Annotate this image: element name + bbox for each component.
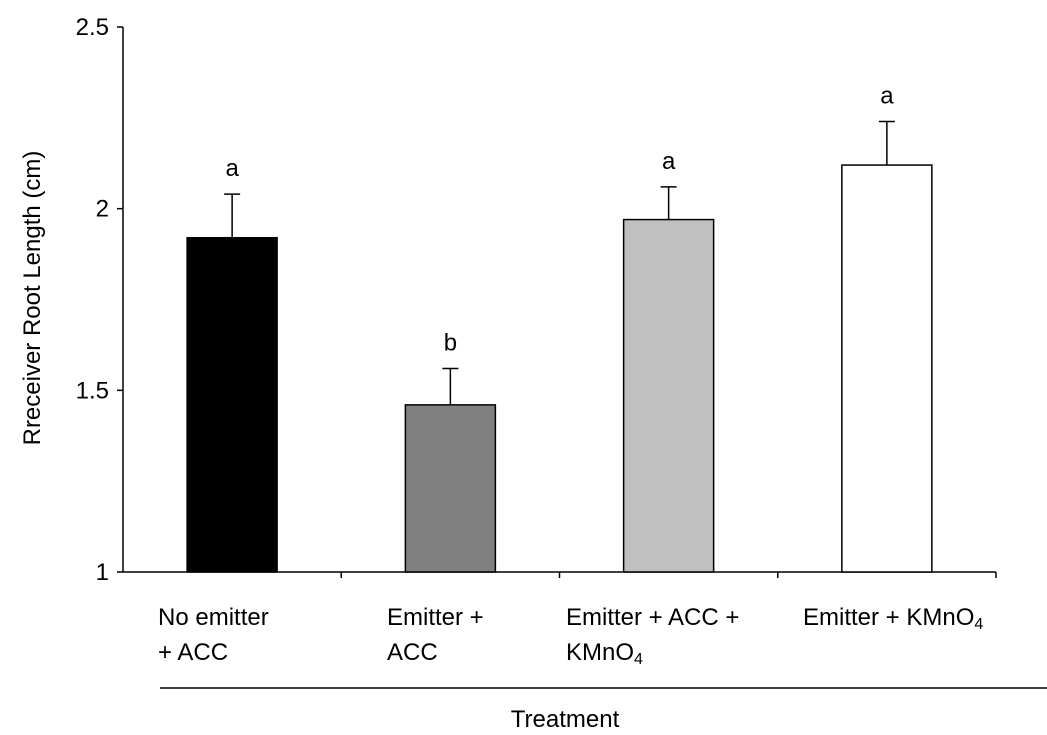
y-tick-label: 2: [96, 196, 109, 223]
y-tick-label: 2.5: [76, 14, 109, 41]
significance-letter: a: [662, 148, 676, 175]
significance-letter: a: [880, 82, 894, 109]
bar: [404, 404, 497, 573]
bar: [622, 218, 715, 573]
significance-letters: a b a a: [225, 82, 894, 356]
x-category-label: Emitter + ACC + KMnO4: [566, 604, 740, 668]
significance-letter: a: [225, 155, 239, 182]
x-axis-title: Treatment: [511, 706, 620, 733]
y-tick-label: 1: [96, 559, 109, 586]
bars: [186, 164, 933, 573]
x-category-label: Emitter + KMnO4: [803, 604, 984, 633]
bar: [186, 236, 278, 573]
significance-letter: b: [444, 330, 457, 357]
bar: [841, 164, 933, 573]
error-bars: [224, 120, 895, 405]
x-category-label: No emitter + ACC: [158, 604, 269, 666]
y-tick-label: 1.5: [76, 377, 109, 404]
y-axis: 1 1.5 2 2.5: [76, 14, 124, 586]
x-category-label: Emitter + ACC: [387, 604, 484, 666]
y-axis-title: Rreceiver Root Length (cm): [19, 151, 46, 446]
x-axis: [123, 571, 997, 578]
